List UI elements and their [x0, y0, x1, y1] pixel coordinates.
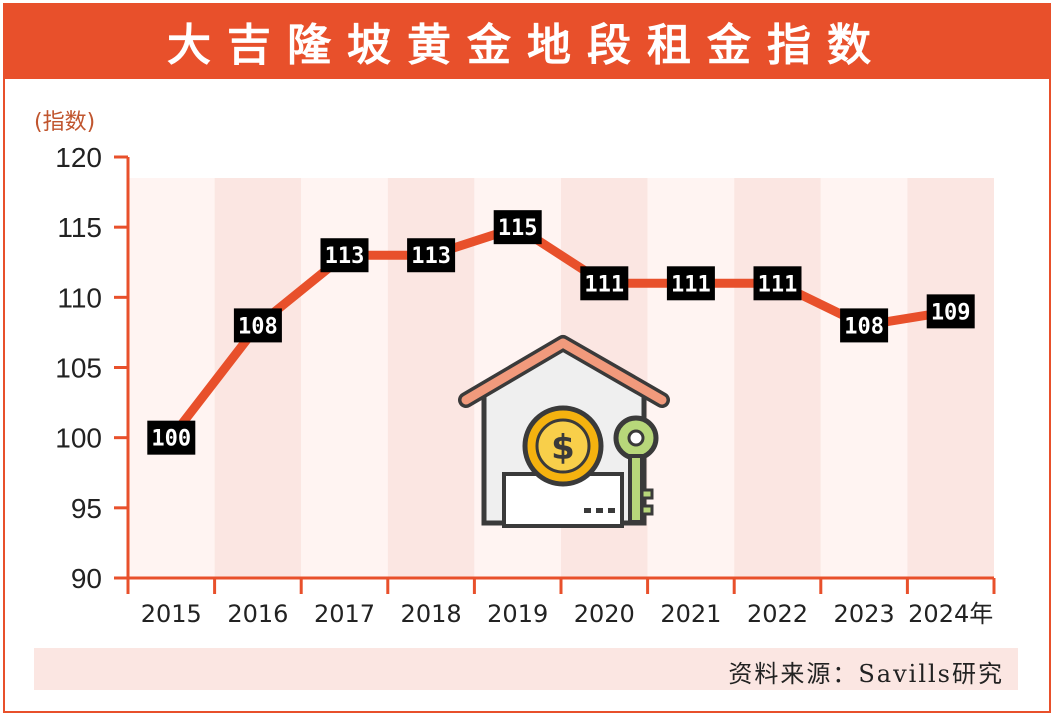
data-label-text: 109 — [931, 300, 971, 325]
data-label: 108 — [233, 308, 282, 343]
y-tick-label: 115 — [57, 212, 102, 243]
data-label-text: 108 — [238, 314, 278, 339]
svg-text:$: $ — [551, 428, 575, 468]
y-axis-ticks: 90 95 100 105 110 115 120 — [55, 142, 128, 594]
x-tick-label: 2024年 — [908, 600, 993, 628]
band-0 — [128, 178, 215, 578]
x-tick-label: 2018 — [401, 600, 462, 628]
y-tick-label: 100 — [55, 423, 102, 454]
y-tick-label: 95 — [71, 493, 102, 524]
data-label-box — [840, 308, 889, 343]
band-7 — [734, 178, 821, 578]
data-label: 109 — [926, 294, 975, 329]
data-label: 113 — [320, 238, 369, 273]
x-axis-ticks: 2015 2016 2017 2018 2019 2020 2021 2022 2023 2024… — [126, 578, 996, 628]
data-label-text: 111 — [584, 272, 624, 297]
data-label-box — [926, 294, 975, 329]
data-label: 111 — [580, 266, 629, 301]
y-tick-label: 110 — [57, 282, 102, 313]
data-label-box — [493, 210, 542, 245]
data-label-text: 115 — [498, 216, 538, 241]
data-label-text: 111 — [671, 272, 711, 297]
x-tick-label: 2015 — [141, 600, 202, 628]
data-label-box — [407, 238, 456, 273]
data-label-box — [753, 266, 802, 301]
data-label-box — [233, 308, 282, 343]
house-key-icon: $ — [458, 335, 670, 528]
title-bar: 大吉隆坡黄金地段租金指数 — [3, 3, 1051, 79]
x-tick-label: 2016 — [227, 600, 288, 628]
x-tick-label: 2020 — [574, 600, 635, 628]
data-label-box — [320, 238, 369, 273]
band-9 — [907, 178, 994, 578]
band-6 — [647, 178, 735, 578]
chart-title: 大吉隆坡黄金地段租金指数 — [167, 20, 887, 71]
data-label: 100 — [147, 420, 196, 455]
band-1 — [214, 178, 302, 578]
data-label: 115 — [493, 210, 542, 245]
data-label-text: 113 — [325, 244, 365, 269]
data-labels: 100 108 113 113 115 111 111 111 108 109 — [147, 210, 975, 455]
x-tick-label: 2017 — [314, 600, 375, 628]
y-tick-label: 120 — [55, 142, 102, 173]
source-bar: 资料来源：Savills研究 — [34, 648, 1018, 690]
data-label-text: 111 — [758, 272, 798, 297]
x-tick-label: 2023 — [834, 600, 895, 628]
x-tick-label: 2021 — [660, 600, 721, 628]
data-label-text: 100 — [151, 427, 191, 452]
data-label-box — [580, 266, 629, 301]
series-line — [166, 222, 956, 443]
x-tick-label: 2022 — [747, 600, 808, 628]
data-label-box — [666, 266, 715, 301]
x-tick-label: 2019 — [487, 600, 548, 628]
data-label-text: 113 — [411, 244, 451, 269]
data-label: 113 — [407, 238, 456, 273]
y-tick-label: 105 — [55, 353, 102, 384]
data-label: 108 — [840, 308, 889, 343]
band-3 — [387, 178, 475, 578]
data-label: 111 — [753, 266, 802, 301]
y-tick-label: 90 — [71, 563, 102, 594]
band-2 — [301, 178, 388, 578]
source-note: 资料来源：Savills研究 — [728, 660, 1004, 688]
data-label-text: 108 — [844, 314, 884, 339]
data-label: 111 — [666, 266, 715, 301]
y-axis-unit: (指数) — [34, 110, 96, 135]
data-label-box — [147, 420, 196, 455]
band-8 — [820, 178, 908, 578]
